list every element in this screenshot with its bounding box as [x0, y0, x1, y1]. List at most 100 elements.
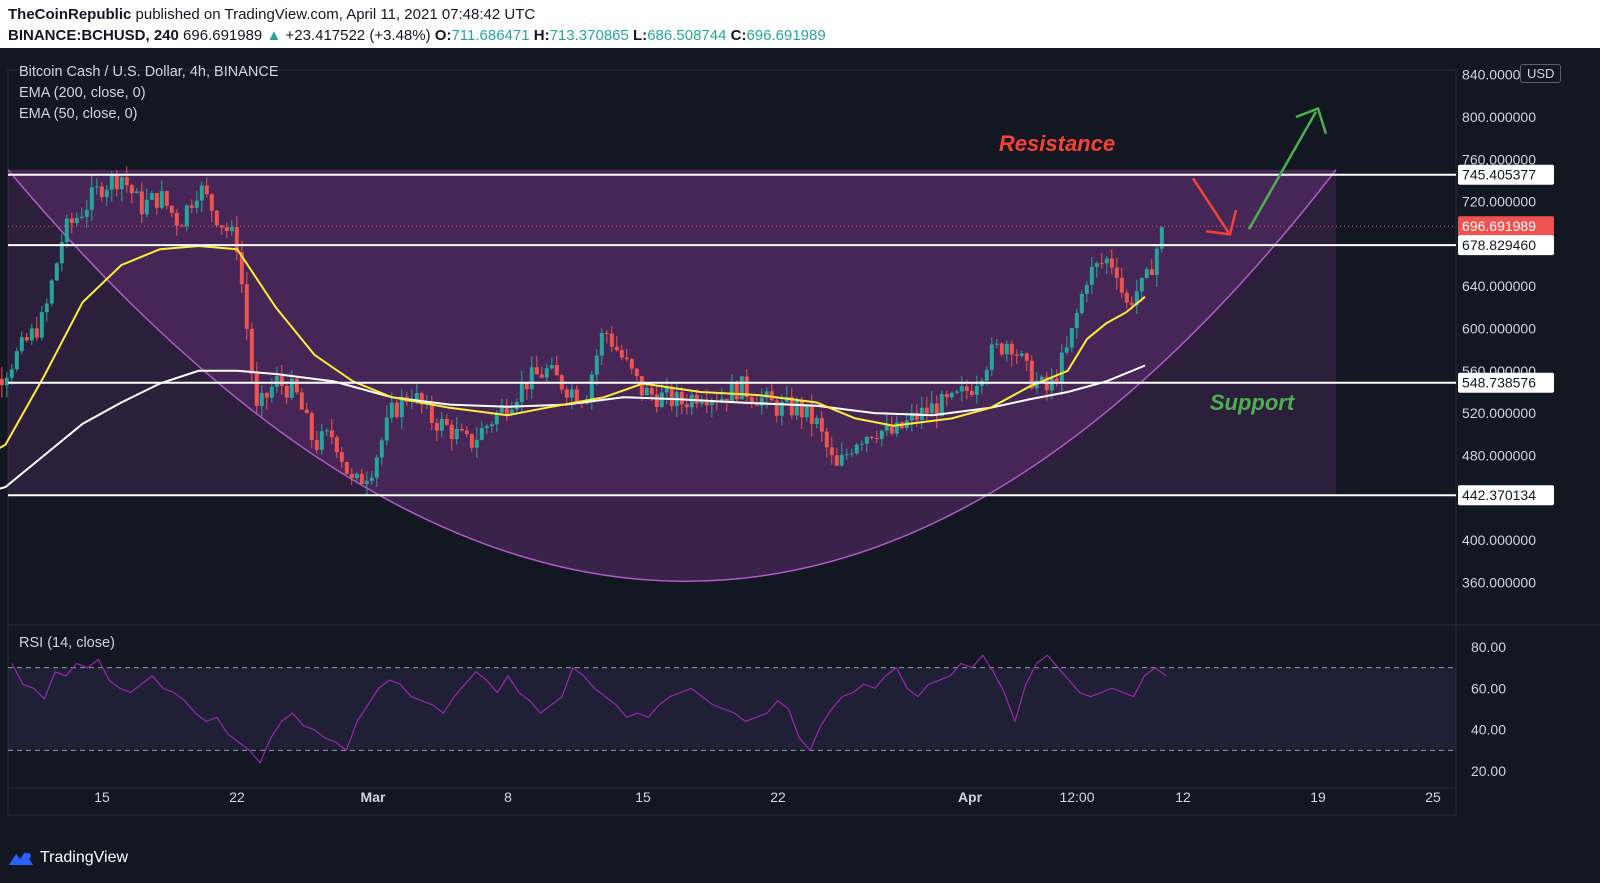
candle-body	[449, 424, 454, 440]
candle-body	[309, 413, 314, 441]
candle-body	[339, 452, 344, 463]
time-tick-label: 19	[1310, 789, 1326, 805]
candle-body	[334, 437, 339, 453]
candle-body	[824, 431, 829, 448]
candle-body	[194, 200, 199, 208]
candle-body	[369, 477, 374, 481]
publish-header: TheCoinRepublic published on TradingView…	[0, 0, 1600, 48]
candle-body	[379, 440, 384, 458]
candle-body	[654, 394, 659, 408]
candle-body	[649, 387, 654, 395]
candle-body	[909, 412, 914, 421]
currency-badge[interactable]: USD	[1520, 64, 1562, 83]
candle-body	[864, 436, 869, 444]
candle-body	[324, 430, 329, 432]
candle-body	[179, 225, 184, 227]
candle-body	[749, 397, 754, 403]
rsi-band-fill	[8, 667, 1456, 751]
footer-branding[interactable]: TradingView	[8, 847, 128, 869]
candle-body	[479, 428, 484, 440]
candle-body	[49, 280, 54, 304]
price-tick-label: 800.000000	[1462, 109, 1536, 125]
candle-body	[974, 385, 979, 395]
candle-body	[1079, 294, 1084, 313]
price-label-badge	[1458, 216, 1554, 237]
candle-body	[554, 364, 559, 376]
candle-body	[914, 412, 919, 420]
price-tick-label: 720.000000	[1462, 194, 1536, 210]
time-tick-label: 12:00	[1059, 789, 1094, 805]
candle-body	[14, 351, 19, 370]
candle-body	[1099, 263, 1104, 265]
candle-body	[439, 419, 444, 431]
candle-body	[919, 407, 924, 420]
candle-body	[789, 396, 794, 416]
candle-body	[934, 403, 939, 417]
down-arrow-icon	[1191, 177, 1231, 235]
low-value: 686.508744	[647, 27, 727, 44]
candle-body	[299, 392, 304, 410]
price-tick-label: 480.000000	[1462, 447, 1536, 463]
candle-body	[999, 343, 1004, 355]
candle-body	[1024, 353, 1029, 361]
candle-body	[0, 378, 4, 386]
candle-body	[89, 187, 94, 210]
candle-body	[664, 387, 669, 393]
up-arrow-head-icon	[1295, 106, 1328, 135]
candle-body	[164, 191, 169, 206]
candle-body	[859, 443, 864, 445]
publisher-name: TheCoinRepublic	[8, 6, 132, 23]
ema50-line	[0, 244, 1146, 449]
candle-body	[359, 473, 364, 485]
candle-body	[519, 383, 524, 403]
candle-body	[1059, 352, 1064, 383]
candle-body	[414, 393, 419, 401]
price-label-badge	[1458, 235, 1554, 256]
price-label-text: 696.691989	[1462, 218, 1536, 234]
candle-body	[109, 174, 114, 190]
candle-body	[64, 218, 69, 243]
candle-body	[949, 392, 954, 398]
high-value: 713.370865	[549, 27, 629, 44]
candle-body	[989, 344, 994, 370]
candle-body	[114, 174, 119, 190]
candle-body	[279, 376, 284, 386]
candle-body	[744, 376, 749, 398]
tradingview-logo-icon	[9, 852, 33, 865]
candle-body	[534, 367, 539, 375]
publisher-line: TheCoinRepublic published on TradingView…	[8, 6, 535, 23]
time-tick-label: 15	[635, 789, 651, 805]
candle-body	[639, 376, 644, 396]
candle-body	[614, 346, 619, 351]
candle-body	[1154, 248, 1159, 276]
candle-body	[174, 212, 179, 226]
candle-body	[1029, 360, 1034, 389]
candle-body	[1129, 302, 1134, 305]
candle-body	[314, 440, 319, 450]
candle-body	[689, 394, 694, 408]
candle-body	[544, 368, 549, 378]
price-label-text: 745.405377	[1462, 167, 1536, 183]
price-label-text: 678.829460	[1462, 237, 1536, 253]
candle-body	[1149, 269, 1154, 276]
price-label-badge	[1458, 485, 1554, 506]
candle-body	[259, 393, 264, 406]
candle-body	[459, 428, 464, 431]
chart-svg[interactable]: 840.000000 800.000000 760.000000 720.000000…	[0, 48, 1600, 878]
candle-body	[879, 430, 884, 440]
candle-body	[634, 368, 639, 377]
candle-body	[504, 405, 509, 416]
candle-body	[524, 383, 529, 390]
candle-body	[889, 424, 894, 434]
candle-body	[24, 337, 29, 341]
candle-body	[609, 333, 614, 347]
candle-body	[304, 409, 309, 414]
candle-body	[214, 210, 219, 226]
candle-body	[704, 401, 709, 406]
rsi-tick-label: 40.00	[1471, 722, 1506, 738]
candle-body	[209, 194, 214, 211]
candle-body	[1094, 263, 1099, 267]
candle-body	[959, 386, 964, 392]
candle-body	[294, 378, 299, 393]
chart-area[interactable]: 840.000000 800.000000 760.000000 720.000000…	[0, 48, 1600, 878]
